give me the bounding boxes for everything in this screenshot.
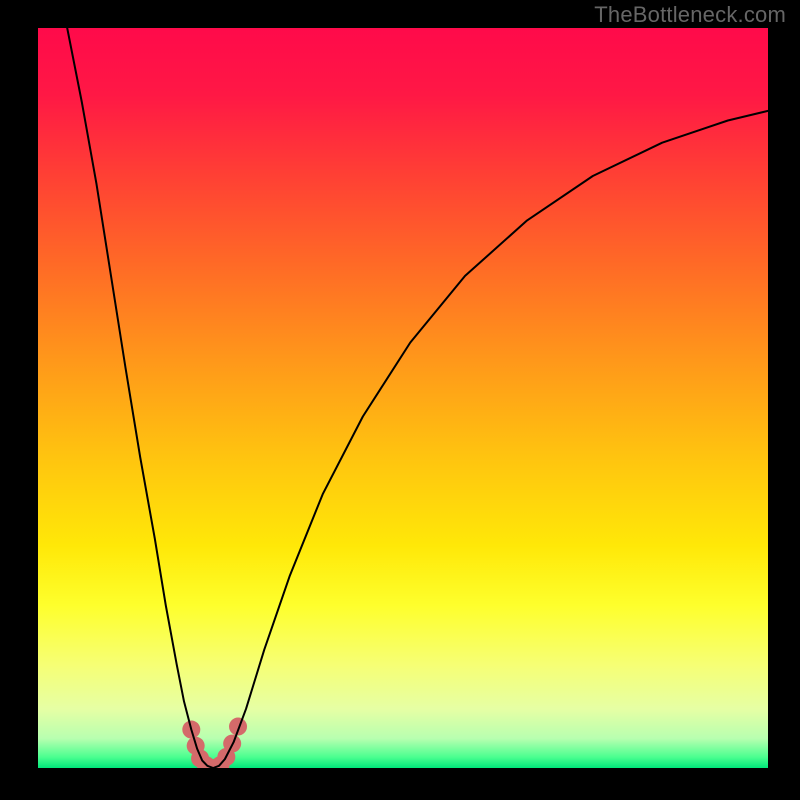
plot-frame (38, 28, 768, 768)
figure-canvas: TheBottleneck.com (0, 0, 800, 800)
watermark-text: TheBottleneck.com (594, 2, 786, 28)
plot-svg (38, 28, 768, 768)
plot-background (38, 28, 768, 768)
